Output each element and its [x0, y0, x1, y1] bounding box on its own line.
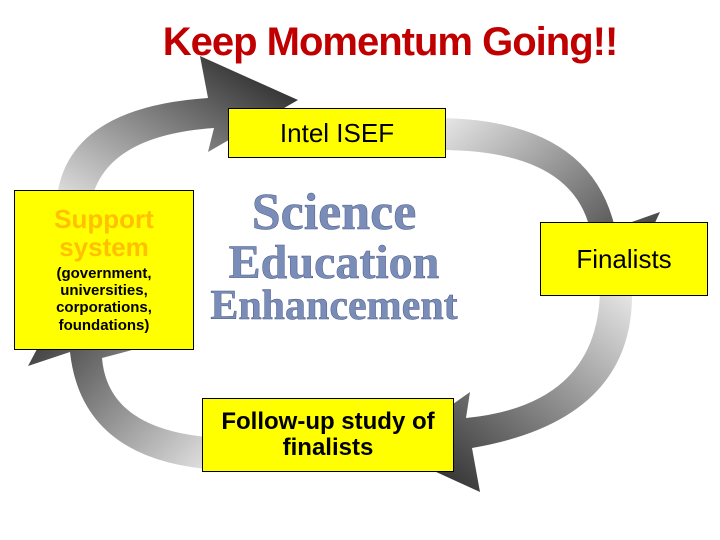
- node-followup: Follow-up study of finalists: [202, 398, 454, 472]
- page-title: Keep Momentum Going!!: [0, 20, 720, 65]
- node-intel-isef: Intel ISEF: [228, 108, 446, 158]
- center-line-2: Education: [204, 239, 464, 286]
- node-followup-label: Follow-up study of finalists: [203, 409, 453, 462]
- center-caption: Science Education Enhancement: [204, 188, 464, 327]
- node-finalists-label: Finalists: [576, 244, 671, 275]
- node-support-system: Support system (government, universities…: [14, 190, 194, 350]
- node-support-system-label: Support system: [19, 206, 189, 261]
- node-support-system-sub: (government, universities, corporations,…: [19, 265, 189, 334]
- node-intel-isef-label: Intel ISEF: [280, 118, 394, 149]
- center-line-3: Enhancement: [204, 286, 464, 327]
- center-line-1: Science: [204, 188, 464, 239]
- node-finalists: Finalists: [540, 222, 708, 296]
